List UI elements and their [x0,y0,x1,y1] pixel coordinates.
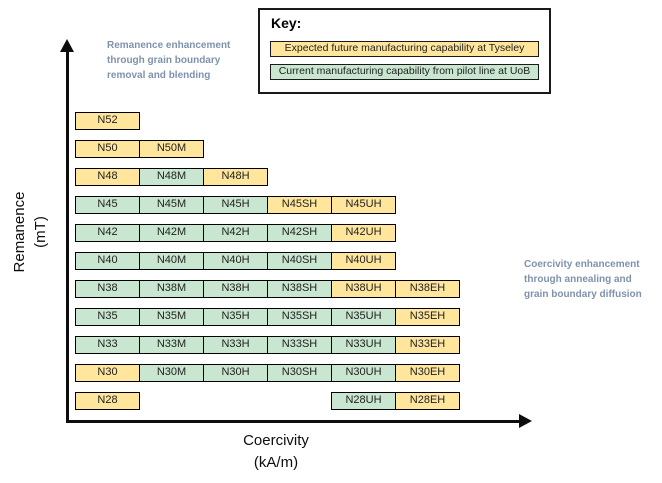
key-box: Key: Expected future manufacturing capab… [258,8,551,94]
grade-cell-n42m: N42M [139,224,204,242]
grade-cell-n30uh: N30UH [331,364,396,382]
grade-cell-n33m: N33M [139,336,204,354]
annotation-right-line3: grain boundary diffusion [524,289,642,300]
grade-cell-n30: N30 [75,364,140,382]
grade-row-n33: N33 N33M N33H N33SH N33UH N33EH [75,336,465,354]
grade-row-n40: N40 N40M N40H N40SH N40UH [75,252,465,270]
grade-cell-n40h: N40H [203,252,268,270]
annotation-left-line1: Remanence enhancement [107,40,231,51]
annotation-right-line1: Coercivity enhancement [524,259,640,270]
y-axis-line [66,50,69,423]
grade-cell-n35eh: N35EH [395,308,460,326]
grade-cell-n33sh: N33SH [267,336,332,354]
key-item-current: Current manufacturing capability from pi… [270,64,539,80]
grade-cell-n33eh: N33EH [395,336,460,354]
grade-cell-n30m: N30M [139,364,204,382]
grade-cell-n30h: N30H [203,364,268,382]
grade-row-n28: N28 N28UH N28EH [75,392,465,410]
grade-cell-n28eh: N28EH [395,392,460,410]
grade-row-n45: N45 N45M N45H N45SH N45UH [75,196,465,214]
grade-cell-n40m: N40M [139,252,204,270]
grade-cell-n35m: N35M [139,308,204,326]
grade-cell-n35: N35 [75,308,140,326]
grade-row-n38: N38 N38M N38H N38SH N38UH N38EH [75,280,465,298]
grade-cell-n38uh: N38UH [331,280,396,298]
annotation-right-line2: through annealing and [524,274,632,285]
grade-cell-n42h: N42H [203,224,268,242]
grade-row-n52: N52 [75,112,465,130]
x-axis-arrowhead-icon [519,414,532,428]
grade-cell-n35uh: N35UH [331,308,396,326]
grade-cell-n38eh: N38EH [395,280,460,298]
grade-cell-n42: N42 [75,224,140,242]
grade-cell-n28uh: N28UH [331,392,396,410]
grade-row-n35: N35 N35M N35H N35SH N35UH N35EH [75,308,465,326]
annotation-left-line2: through grain boundary [107,55,221,66]
grade-row-n30: N30 N30M N30H N30SH N30UH N30EH [75,364,465,382]
y-axis-arrowhead-icon [60,39,74,52]
grade-cell-n52: N52 [75,112,140,130]
grade-cell-n45uh: N45UH [331,196,396,214]
grade-cell-n38h: N38H [203,280,268,298]
grade-cell-n38m: N38M [139,280,204,298]
grade-cell-n28: N28 [75,392,140,410]
grade-cell-n40uh: N40UH [331,252,396,270]
key-title: Key: [271,15,302,31]
grade-row-n50: N50 N50M [75,140,465,158]
y-axis-label-line2: (mT) [32,216,49,248]
annotation-coercivity-enhancement: Coercivity enhancement through annealing… [524,257,662,302]
grade-cell-n42sh: N42SH [267,224,332,242]
grade-grid: N52 N50 N50M N48 N48M N48H N45 N45M N45H N45SH… [75,112,465,420]
y-axis-label: Remanence (mT) [9,150,51,314]
grade-cell-n45m: N45M [139,196,204,214]
x-axis-label: Coercivity (kA/m) [176,430,376,474]
annotation-remanence-enhancement: Remanence enhancement through grain boun… [107,38,262,83]
grade-cell-n45h: N45H [203,196,268,214]
x-axis-label-line1: Coercivity [243,432,309,449]
grade-cell-n30eh: N30EH [395,364,460,382]
grade-cell-n45sh: N45SH [267,196,332,214]
key-item-future: Expected future manufacturing capability… [270,41,539,57]
grade-cell-n33uh: N33UH [331,336,396,354]
grade-cell-n40: N40 [75,252,140,270]
grade-cell-n38: N38 [75,280,140,298]
grade-cell-n42uh: N42UH [331,224,396,242]
grade-cell-n48: N48 [75,168,140,186]
x-axis-line [66,420,520,423]
grade-cell-n35sh: N35SH [267,308,332,326]
grade-cell-n48m: N48M [139,168,204,186]
grade-cell-n30sh: N30SH [267,364,332,382]
grade-row-n42: N42 N42M N42H N42SH N42UH [75,224,465,242]
grade-cell-n40sh: N40SH [267,252,332,270]
y-axis-label-line1: Remanence [11,191,28,273]
grade-cell-n33h: N33H [203,336,268,354]
grade-cell-n50m: N50M [139,140,204,158]
grade-row-n48: N48 N48M N48H [75,168,465,186]
grade-cell-n38sh: N38SH [267,280,332,298]
grade-cell-n48h: N48H [203,168,268,186]
x-axis-label-line2: (kA/m) [253,454,299,471]
grade-cell-n45: N45 [75,196,140,214]
grade-cell-n33: N33 [75,336,140,354]
grade-cell-n35h: N35H [203,308,268,326]
grade-cell-n50: N50 [75,140,140,158]
annotation-left-line3: removal and blending [107,70,211,81]
